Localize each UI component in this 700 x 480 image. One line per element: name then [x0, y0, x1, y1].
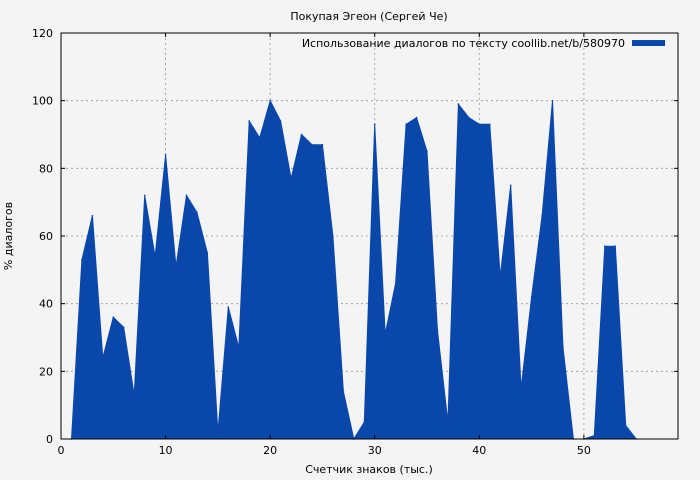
y-axis-label: % диалогов — [2, 202, 15, 270]
data-point — [269, 99, 272, 102]
data-point — [81, 258, 83, 261]
data-point — [91, 214, 94, 217]
data-point — [614, 245, 617, 247]
x-tick-label: 20 — [263, 444, 277, 457]
chart-title: Покупая Эгеон (Сергей Че) — [290, 10, 447, 23]
data-point — [426, 150, 428, 153]
data-point — [394, 282, 397, 285]
data-point — [624, 424, 627, 427]
legend-swatch — [632, 40, 665, 46]
data-point — [604, 245, 606, 247]
data-point — [457, 103, 460, 105]
data-point — [520, 387, 522, 390]
data-point — [405, 123, 407, 126]
series-area — [70, 99, 638, 441]
legend: Использование диалогов по тексту coollib… — [302, 37, 665, 50]
data-point — [489, 123, 491, 126]
x-tick-label: 50 — [577, 444, 591, 457]
data-point — [562, 346, 564, 349]
y-tick-label: 100 — [32, 95, 53, 108]
series-layer — [70, 99, 638, 441]
data-point — [468, 116, 470, 119]
data-point — [436, 329, 439, 332]
data-point — [227, 306, 230, 308]
x-tick-label: 0 — [58, 444, 65, 457]
data-point — [478, 123, 481, 126]
data-point — [164, 154, 167, 156]
y-tick-label: 60 — [39, 230, 53, 243]
data-point — [373, 123, 376, 126]
y-tick-label: 120 — [32, 27, 53, 40]
data-point — [363, 421, 366, 423]
x-tick-label: 30 — [368, 444, 382, 457]
data-point — [499, 275, 502, 278]
x-axis-label: Счетчик знаков (тыс.) — [305, 463, 433, 476]
data-point — [102, 357, 104, 359]
data-point — [196, 211, 198, 214]
data-point — [217, 431, 219, 434]
data-point — [185, 194, 188, 197]
data-point — [342, 390, 345, 393]
data-point — [112, 316, 115, 319]
data-point — [143, 194, 146, 197]
data-point — [238, 346, 240, 349]
data-point — [175, 265, 177, 268]
y-tick-label: 80 — [39, 162, 53, 175]
x-tick-label: 40 — [472, 444, 486, 457]
data-point — [541, 214, 543, 217]
data-point — [593, 434, 596, 437]
data-point — [122, 326, 125, 329]
axis-ticks: 0 10 20 30 40 50 0 20 40 60 80 100 120 — [32, 27, 678, 457]
data-point — [133, 394, 135, 396]
y-tick-label: 40 — [39, 298, 53, 311]
data-point — [332, 235, 334, 237]
data-point — [447, 421, 449, 423]
data-point — [551, 99, 554, 102]
y-tick-label: 20 — [39, 365, 53, 378]
data-point — [311, 143, 313, 146]
y-tick-label: 0 — [46, 433, 53, 446]
data-point — [206, 252, 209, 254]
data-point — [279, 120, 282, 122]
data-point — [530, 296, 533, 298]
x-tick-label: 10 — [159, 444, 173, 457]
data-point — [415, 116, 418, 119]
data-point — [154, 255, 156, 258]
data-point — [321, 143, 324, 146]
legend-label: Использование диалогов по тексту coollib… — [302, 37, 625, 50]
data-point — [248, 120, 250, 122]
data-point — [384, 333, 387, 335]
data-point — [300, 133, 303, 136]
data-point — [258, 137, 261, 139]
data-point — [290, 177, 292, 180]
data-point — [509, 184, 512, 187]
